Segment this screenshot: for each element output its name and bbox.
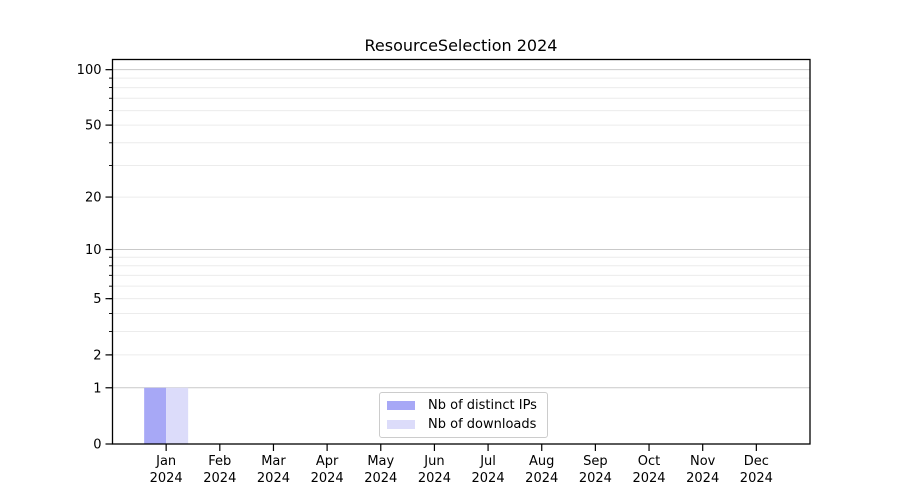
chart-title: ResourceSelection 2024 bbox=[364, 36, 558, 55]
x-tick-label-month: Apr bbox=[316, 454, 339, 469]
x-tick-label-year: 2024 bbox=[150, 471, 183, 486]
legend-swatch-distinct-ips-icon bbox=[387, 401, 415, 410]
bar-distinct-ips bbox=[144, 387, 167, 444]
y-tick-label: 50 bbox=[85, 119, 102, 134]
x-tick-label-year: 2024 bbox=[257, 471, 290, 486]
x-tick-label-month: Sep bbox=[583, 454, 608, 469]
y-tick-label: 0 bbox=[93, 438, 101, 453]
x-tick-label-year: 2024 bbox=[525, 471, 558, 486]
x-tick-label-year: 2024 bbox=[472, 471, 505, 486]
legend-swatch-downloads-icon bbox=[387, 420, 415, 429]
x-tick-label-year: 2024 bbox=[203, 471, 236, 486]
x-tick-label-year: 2024 bbox=[418, 471, 451, 486]
x-tick-label-month: Dec bbox=[744, 454, 769, 469]
y-tick-label: 2 bbox=[93, 348, 101, 363]
x-tick-label-year: 2024 bbox=[364, 471, 397, 486]
x-tick-label-year: 2024 bbox=[311, 471, 344, 486]
x-tick-label-year: 2024 bbox=[632, 471, 665, 486]
bar-downloads bbox=[166, 387, 189, 444]
x-tick-label-month: Jan bbox=[155, 454, 176, 469]
x-tick-label-year: 2024 bbox=[686, 471, 719, 486]
legend-item-distinct-ips: Nb of distinct IPs bbox=[387, 398, 537, 413]
plot-border bbox=[111, 58, 811, 445]
y-tick-label: 10 bbox=[85, 243, 102, 258]
x-tick-label-month: Oct bbox=[638, 454, 660, 469]
x-tick-label-month: Jul bbox=[479, 454, 496, 469]
legend-item-downloads: Nb of downloads bbox=[387, 417, 537, 432]
y-tick-label: 20 bbox=[85, 191, 102, 206]
x-tick-label-month: May bbox=[367, 454, 394, 469]
legend-label-downloads: Nb of downloads bbox=[428, 417, 537, 432]
x-tick-label-year: 2024 bbox=[740, 471, 773, 486]
y-tick-label: 1 bbox=[93, 381, 101, 396]
x-tick-label-month: Nov bbox=[690, 454, 716, 469]
x-tick-label-year: 2024 bbox=[579, 471, 612, 486]
legend: Nb of distinct IPs Nb of downloads bbox=[379, 392, 548, 438]
x-tick-label-month: Aug bbox=[529, 454, 554, 469]
legend-label-distinct-ips: Nb of distinct IPs bbox=[428, 398, 537, 413]
y-tick-label: 5 bbox=[93, 292, 101, 307]
x-tick-label-month: Jun bbox=[423, 454, 444, 469]
y-tick-label: 100 bbox=[77, 63, 102, 78]
x-tick-label-month: Feb bbox=[208, 454, 231, 469]
x-tick-label-month: Mar bbox=[261, 454, 286, 469]
